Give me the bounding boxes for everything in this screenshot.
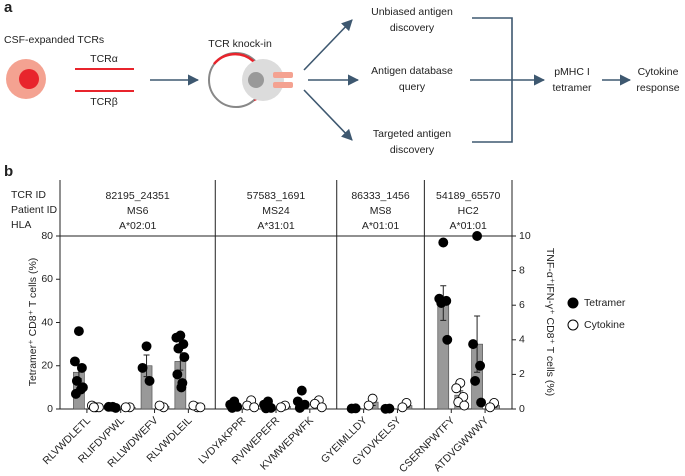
group-label: A*01:01 [362, 220, 400, 232]
node-label: CSF-expanded TCRs [4, 34, 104, 46]
data-point [346, 403, 357, 414]
group-label: HC2 [458, 205, 479, 217]
arrow [303, 19, 353, 71]
data-point [459, 400, 470, 411]
data-point [137, 362, 148, 373]
arrow [303, 89, 353, 141]
y2-axis-label: TNF-α⁺IFN-γ⁺ CD8⁺ T cells (%) [544, 248, 556, 396]
group-label: MS6 [127, 205, 149, 217]
data-point [472, 231, 483, 241]
panel-b: b TCR ID Patient ID HLA Tetramer⁺ CD8⁺ T… [4, 163, 626, 475]
data-point [475, 360, 486, 371]
y2-tick-label: 4 [519, 334, 525, 346]
node-label: TCRα [90, 53, 118, 65]
row-label: HLA [11, 219, 31, 231]
data-point [154, 400, 165, 411]
data-point [294, 402, 305, 413]
group-label: MS8 [370, 205, 392, 217]
legend-marker [567, 319, 579, 331]
data-point [249, 402, 260, 413]
y2-tick-label: 0 [519, 403, 525, 415]
panel-label: b [4, 163, 13, 180]
panel-label: a [4, 0, 13, 16]
node-label: Targeted antigen [373, 128, 451, 140]
data-point [397, 402, 408, 413]
row-label: Patient ID [11, 204, 58, 216]
group-label: 86333_1456 [351, 190, 410, 202]
data-point [451, 383, 462, 394]
data-point [173, 343, 184, 354]
data-point [363, 400, 374, 411]
receptor [273, 82, 293, 88]
data-point [261, 403, 271, 414]
data-point [380, 403, 391, 414]
y2-tick-label: 6 [519, 299, 525, 311]
y-axis-label: Tetramer⁺ CD8⁺ T cells (%) [27, 258, 39, 387]
data-point [171, 332, 182, 343]
nucleus [248, 72, 264, 88]
group-label: A*01:01 [449, 220, 487, 232]
data-point [141, 341, 152, 352]
data-point [88, 402, 99, 413]
node-label: TCRβ [90, 96, 118, 108]
data-point [69, 356, 80, 367]
data-point [436, 298, 447, 308]
data-point [296, 385, 307, 396]
y2-tick-label: 2 [519, 368, 525, 380]
data-point [75, 384, 86, 395]
group-label: 82195_24351 [106, 190, 170, 202]
y-tick-label: 0 [47, 403, 53, 415]
data-point [71, 375, 82, 386]
receptor [273, 72, 293, 78]
group-label: A*31:01 [257, 220, 295, 232]
node-label: Antigen database [371, 65, 453, 77]
node-label: response [636, 82, 679, 94]
node-label: discovery [390, 22, 435, 34]
row-label: TCR ID [11, 189, 46, 201]
group-label: 54189_65570 [436, 190, 500, 202]
data-point [468, 339, 479, 350]
legend-label: Tetramer [584, 297, 626, 309]
data-point [276, 402, 286, 413]
data-point [485, 402, 496, 413]
data-point [476, 397, 487, 408]
legend-label: Cytokine [584, 319, 625, 331]
x-tick-label: CSERNPWTFY [397, 415, 457, 475]
node-label: pMHC I [554, 66, 590, 78]
data-point [442, 334, 453, 345]
group-label: A*02:01 [119, 220, 157, 232]
data-point [172, 369, 183, 380]
data-point [179, 352, 190, 363]
data-point [76, 362, 87, 373]
data-point [144, 375, 155, 386]
y-tick-label: 40 [41, 316, 53, 328]
y-tick-label: 60 [41, 273, 53, 285]
legend-marker [567, 297, 579, 309]
data-point [227, 402, 238, 413]
nucleus [19, 69, 39, 89]
y-tick-label: 80 [41, 230, 53, 242]
node-label: TCR knock-in [208, 38, 272, 50]
node-label: discovery [390, 144, 435, 156]
y2-tick-label: 8 [519, 264, 525, 276]
bracket [470, 17, 513, 143]
node-label: tetramer [552, 82, 592, 94]
node-label: query [399, 81, 426, 93]
y2-tick-label: 10 [519, 230, 531, 242]
data-point [195, 402, 206, 413]
y-tick-label: 20 [41, 360, 53, 372]
node-label: Cytokine [638, 66, 679, 78]
group-label: MS24 [262, 205, 290, 217]
data-point [438, 237, 449, 248]
data-point [110, 402, 121, 413]
data-point [176, 382, 187, 393]
panel-a: a CSF-expanded TCRs TCRα TCRβ TCR knock-… [4, 0, 680, 156]
group-label: 57583_1691 [247, 190, 306, 202]
data-point [470, 375, 481, 386]
data-point [316, 402, 327, 413]
data-point [120, 402, 131, 413]
node-label: Unbiased antigen [371, 6, 453, 18]
data-point [73, 326, 84, 337]
